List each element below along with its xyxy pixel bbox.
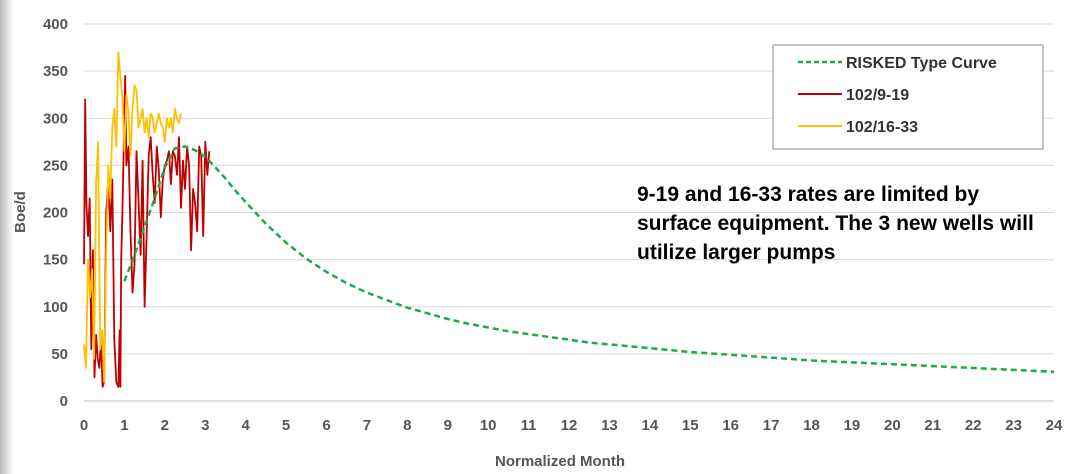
- x-tick-label: 2: [161, 417, 169, 434]
- x-tick-label: 0: [80, 417, 88, 434]
- x-tick-label: 12: [561, 417, 578, 434]
- x-tick-label: 9: [444, 417, 452, 434]
- y-tick-label: 0: [60, 393, 68, 410]
- x-tick-label: 11: [521, 417, 537, 434]
- x-tick-label: 7: [363, 417, 371, 434]
- y-tick-label: 350: [43, 63, 68, 80]
- legend-label: 102/9-19: [846, 87, 909, 104]
- x-tick-label: 15: [682, 417, 699, 434]
- x-tick-label: 21: [924, 417, 941, 434]
- x-tick-label: 17: [763, 417, 780, 434]
- x-tick-label: 16: [722, 417, 739, 434]
- x-tick-label: 22: [965, 417, 982, 434]
- legend-label: RISKED Type Curve: [846, 55, 997, 72]
- y-tick-label: 200: [43, 205, 68, 222]
- x-tick-label: 4: [241, 417, 250, 434]
- x-tick-label: 19: [844, 417, 861, 434]
- series-lines: [83, 51, 1055, 388]
- series-line-risked-type-curve: [123, 145, 1055, 374]
- x-tick-label: 14: [641, 417, 658, 434]
- x-tick-label: 13: [601, 417, 618, 434]
- x-tick-label: 10: [480, 417, 497, 434]
- y-axis-ticks: 0 50 100 150 200 250 300 350 400: [43, 16, 68, 410]
- chart-annotation: 9-19 and 16-33 rates are limited by surf…: [637, 183, 1034, 264]
- y-tick-label: 150: [43, 252, 68, 269]
- y-tick-label: 100: [43, 299, 68, 316]
- x-tick-label: 3: [201, 417, 209, 434]
- legend: RISKED Type Curve 102/9-19 102/16-33: [772, 44, 1044, 150]
- x-axis-title: Normalized Month: [495, 453, 625, 470]
- x-tick-label: 23: [1005, 417, 1022, 434]
- x-tick-label: 24: [1046, 417, 1063, 434]
- slide-edge-shadow: [0, 0, 14, 474]
- y-axis-title: Boe/d: [12, 191, 29, 233]
- x-axis-ticks: 0 1 2 3 4 5 6 7 8 9 10 11 12 13 14 15 16 17 18 19 20 21 22 23 24: [80, 417, 1063, 434]
- x-tick-label: 8: [403, 417, 411, 434]
- legend-label: 102/16-33: [846, 119, 918, 136]
- y-tick-label: 300: [43, 110, 68, 127]
- x-tick-label: 18: [803, 417, 820, 434]
- y-tick-label: 250: [43, 157, 68, 174]
- y-tick-label: 50: [51, 346, 68, 363]
- x-tick-label: 6: [322, 417, 330, 434]
- series-line-102-16-33: [83, 51, 182, 384]
- x-tick-label: 1: [120, 417, 128, 434]
- x-tick-label: 5: [282, 417, 290, 434]
- y-tick-label: 400: [43, 16, 68, 33]
- x-tick-label: 20: [884, 417, 901, 434]
- series-line-102-9-19: [83, 74, 211, 388]
